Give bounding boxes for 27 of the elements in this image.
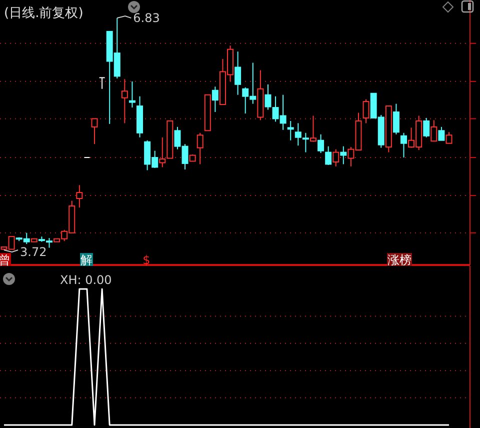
annotation: 3.72	[20, 245, 47, 259]
candlestick	[76, 184, 83, 208]
candlestick	[325, 146, 332, 166]
annotation: 6.83	[133, 11, 160, 25]
candlestick	[446, 132, 452, 144]
candlestick	[400, 132, 407, 158]
chart-title: XH: 0.00	[60, 273, 112, 287]
candlestick	[287, 120, 294, 141]
candlestick	[128, 80, 136, 108]
candlestick	[212, 86, 218, 112]
candlestick	[318, 134, 324, 154]
text: $	[142, 253, 150, 267]
candlestick	[392, 103, 400, 135]
chart-title: (日线.前复权)	[4, 6, 84, 21]
candlestick	[332, 148, 340, 167]
candlestick	[159, 136, 166, 168]
candlestick	[430, 120, 438, 142]
candlestick	[91, 118, 98, 145]
candlestick	[362, 98, 370, 124]
candlestick	[310, 115, 316, 142]
candlestick	[121, 78, 128, 124]
candlestick	[438, 126, 445, 141]
candlestick	[423, 117, 430, 138]
candlestick	[98, 77, 106, 90]
candlestick	[196, 132, 204, 165]
candlestick	[234, 51, 242, 96]
candlestick	[340, 146, 347, 165]
